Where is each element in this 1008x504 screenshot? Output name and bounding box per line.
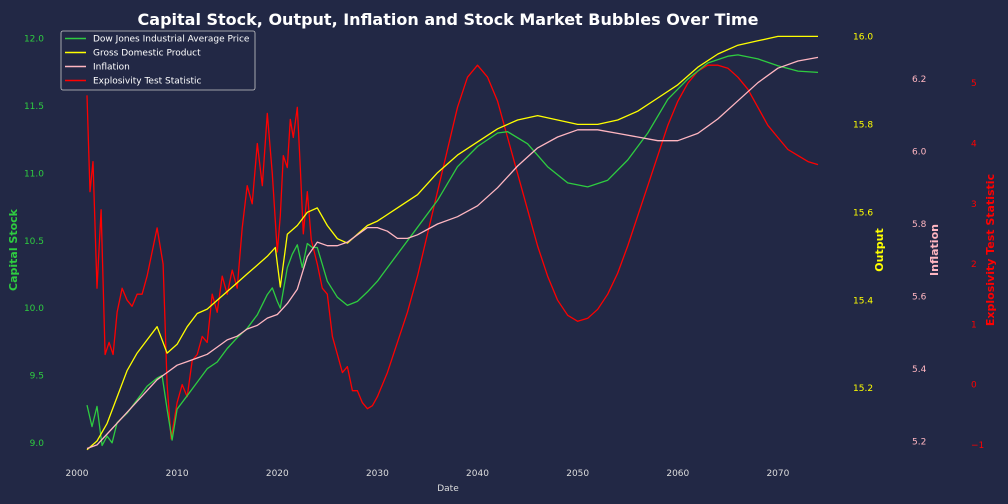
inflation-ticks: 5.2 5.4 5.6 5.8 6.0 6.2: [912, 75, 927, 447]
series-line-capital_stock: [86, 54, 819, 447]
series-group: [86, 35, 819, 451]
legend-item-label: Explosivity Test Statistic: [93, 77, 202, 87]
output-tick-label: 15.4: [853, 296, 873, 306]
legend-item-label: Dow Jones Industrial Average Price: [93, 35, 250, 45]
capital-stock-tick-label: 10.5: [24, 237, 44, 247]
inflation-tick-label: 5.6: [912, 292, 927, 302]
inflation-tick-label: 6.2: [912, 75, 926, 85]
explosivity-ticks: −1 0 1 2 3 4 5: [971, 79, 984, 451]
x-axis-label: Date: [437, 484, 459, 494]
explosivity-tick-label: 2: [971, 260, 977, 270]
x-axis-ticks: 2000 2010 2020 2030 2040 2050 2060 2070: [66, 469, 790, 479]
explosivity-tick-label: 1: [971, 320, 977, 330]
x-tick-label: 2010: [166, 469, 189, 479]
series-line-inflation: [86, 56, 819, 450]
legend-box: [60, 30, 256, 91]
capital-stock-ticks: 9.0 9.5 10.0 10.5 11.0 11.5 12.0: [24, 35, 44, 449]
legend: Dow Jones Industrial Average Price Gross …: [60, 30, 256, 91]
series-line-output: [86, 35, 818, 451]
inflation-tick-label: 5.8: [912, 220, 927, 230]
x-tick-label: 2050: [566, 469, 589, 479]
output-ticks: 15.2 15.4 15.6 15.8 16.0: [853, 32, 873, 394]
x-tick-label: 2070: [766, 469, 789, 479]
capital-stock-tick-label: 10.0: [24, 304, 44, 314]
output-tick-label: 15.8: [853, 120, 873, 130]
inflation-axis-label: Inflation: [928, 224, 941, 276]
explosivity-tick-label: 5: [971, 79, 977, 89]
series-line-explosivity: [86, 64, 819, 440]
capital-stock-tick-label: 9.5: [30, 372, 44, 382]
legend-item-label: Gross Domestic Product: [93, 49, 201, 59]
capital-stock-tick-label: 11.0: [24, 169, 44, 179]
output-tick-label: 16.0: [853, 32, 873, 42]
inflation-tick-label: 6.0: [912, 148, 927, 158]
capital-stock-tick-label: 9.0: [30, 439, 45, 449]
capital-stock-tick-label: 12.0: [24, 35, 44, 45]
x-tick-label: 2000: [66, 469, 89, 479]
inflation-tick-label: 5.2: [912, 437, 926, 447]
x-tick-label: 2020: [266, 469, 289, 479]
explosivity-tick-label: 4: [971, 140, 977, 150]
explosivity-axis-label: Explosivity Test Statistic: [984, 174, 997, 326]
x-tick-label: 2030: [366, 469, 389, 479]
x-tick-label: 2060: [666, 469, 689, 479]
explosivity-tick-label: −1: [971, 441, 984, 451]
capital-stock-axis-label: Capital Stock: [7, 208, 20, 291]
inflation-tick-label: 5.4: [912, 365, 927, 375]
output-tick-label: 15.6: [853, 208, 873, 218]
output-tick-label: 15.2: [853, 384, 873, 394]
x-tick-label: 2040: [466, 469, 489, 479]
capital-stock-tick-label: 11.5: [24, 102, 44, 112]
legend-item-label: Inflation: [93, 63, 130, 73]
chart-title: Capital Stock, Output, Inflation and Sto…: [138, 10, 759, 29]
explosivity-tick-label: 3: [971, 200, 977, 210]
output-axis-label: Output: [873, 228, 886, 271]
explosivity-tick-label: 0: [971, 381, 977, 391]
